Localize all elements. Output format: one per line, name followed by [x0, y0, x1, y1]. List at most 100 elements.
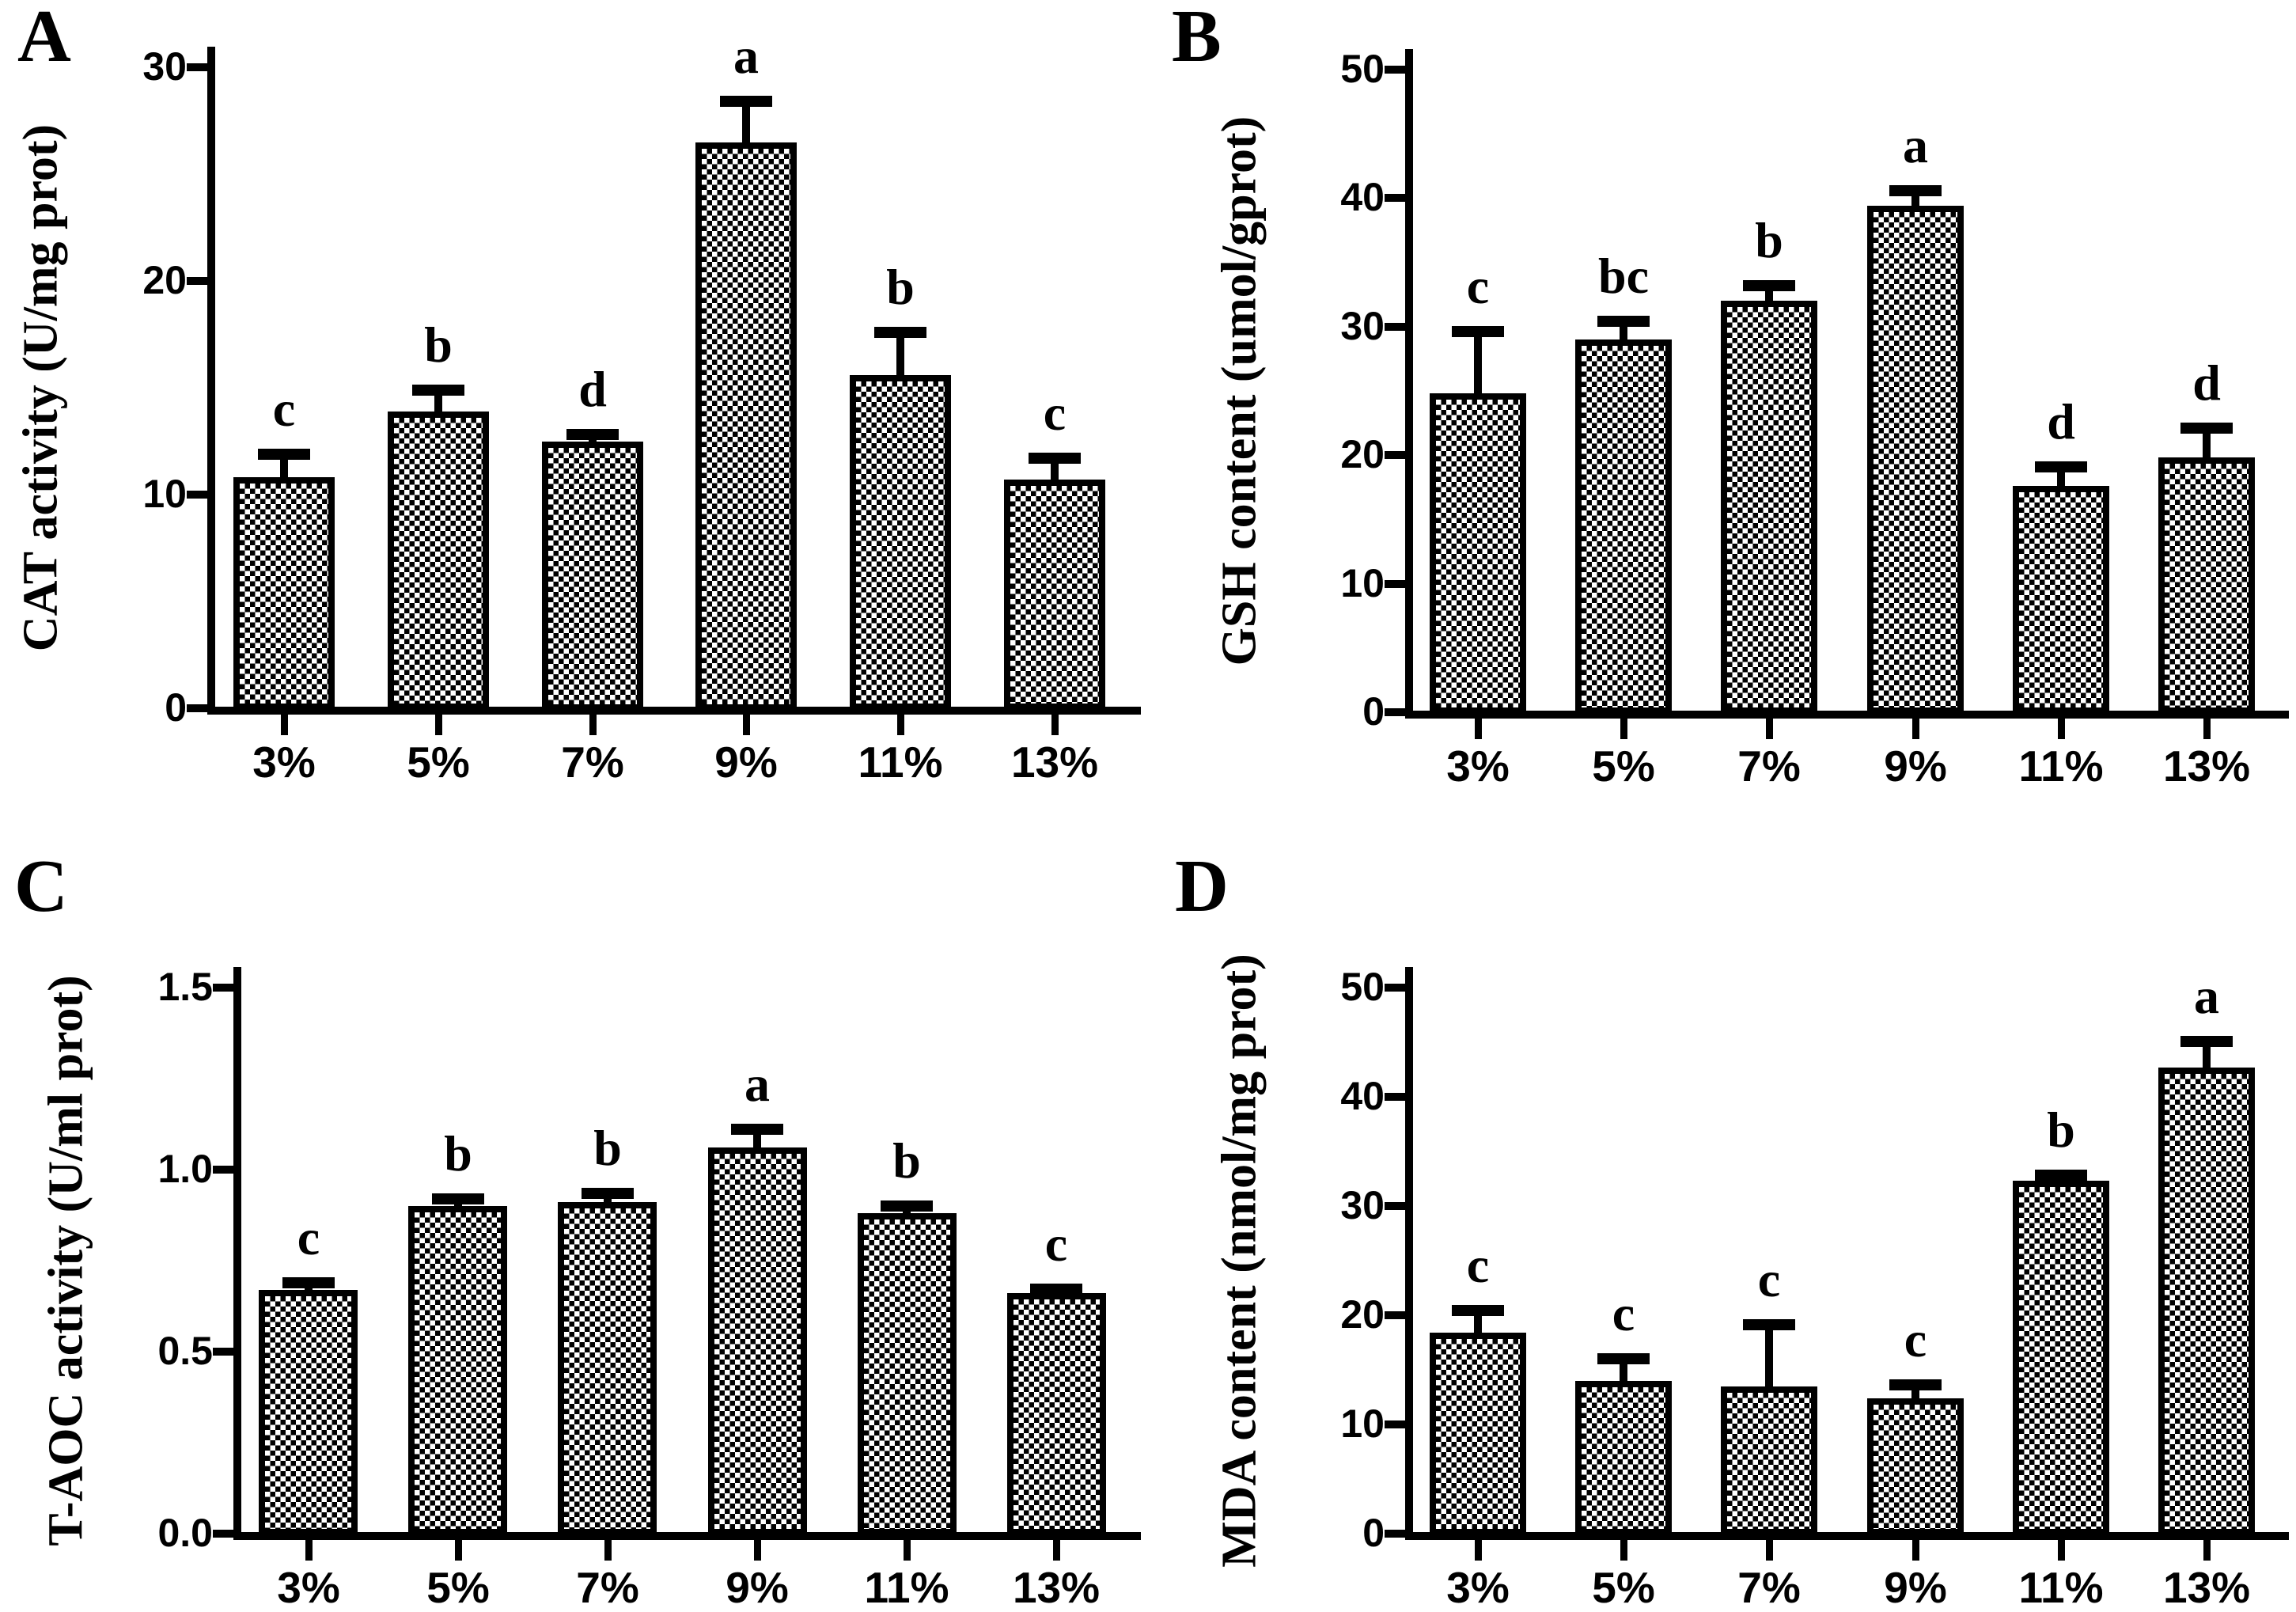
significance-letter: d: [2047, 393, 2075, 449]
y-axis-title-a: CAT activity (U/mg prot): [13, 123, 68, 652]
x-category-label: 5%: [1592, 742, 1655, 791]
error-bar-cap: [1030, 1284, 1082, 1295]
x-axis-line: [233, 1532, 1141, 1540]
bar-11%: [2013, 486, 2109, 714]
panel-letter-b: B: [1172, 0, 1222, 78]
y-tick-mark: [187, 704, 207, 712]
error-bar-cap: [881, 1200, 933, 1212]
error-bar-cap: [2180, 423, 2233, 434]
y-tick-mark: [1385, 984, 1405, 992]
bar-3%: [1430, 1333, 1526, 1535]
x-tick-mark: [1053, 1540, 1060, 1561]
significance-letter: d: [2192, 355, 2221, 411]
x-category-label: 3%: [252, 738, 316, 787]
y-tick-mark: [1385, 708, 1405, 716]
x-category-label: 7%: [1737, 742, 1801, 791]
significance-letter: b: [593, 1120, 622, 1176]
error-bar-cap: [1597, 1353, 1650, 1364]
x-category-label: 9%: [726, 1563, 789, 1612]
bar-3%: [233, 477, 335, 710]
y-tick-label: 20: [1340, 1292, 1385, 1337]
significance-letter: d: [578, 361, 607, 417]
y-tick-mark: [1385, 451, 1405, 459]
y-axis-line: [233, 967, 241, 1534]
y-tick-mark: [1385, 194, 1405, 202]
error-bar-cap: [566, 429, 619, 440]
y-axis-line: [1405, 967, 1413, 1534]
plot-area-d: 0 10 20 30 40 50 c 3% c 5% c 7% c 9% b 11% a 13%: [1148, 804, 2296, 1612]
error-bar-cap: [874, 327, 926, 338]
panel-a: A CAT activity (U/mg prot) 0 10 20 30 c 3% b 5%…: [0, 0, 1148, 804]
bar-7%: [1721, 301, 1817, 714]
x-tick-mark: [305, 1540, 313, 1561]
x-category-label: 13%: [1010, 738, 1099, 787]
y-tick-label: 50: [1340, 965, 1385, 1009]
y-axis-line: [1405, 49, 1413, 712]
significance-letter: a: [1903, 117, 1928, 173]
bar-7%: [558, 1202, 657, 1535]
y-tick-label: 20: [142, 258, 187, 302]
x-axis-line: [1405, 711, 2289, 719]
significance-letter: b: [2047, 1102, 2075, 1158]
y-tick-mark: [1385, 580, 1405, 588]
x-tick-mark: [1620, 1540, 1627, 1561]
x-tick-mark: [455, 1540, 462, 1561]
bar-5%: [1575, 1381, 1672, 1535]
significance-letter: c: [272, 381, 296, 437]
x-tick-mark: [897, 715, 904, 735]
plot-area-c: 0.0 0.5 1.0 1.5 c 3% b 5% b 7% a 9% b 11% c 13%: [0, 804, 1148, 1612]
bar-7%: [1721, 1386, 1817, 1535]
y-tick-mark: [1385, 1420, 1405, 1428]
significance-letter: b: [444, 1125, 472, 1182]
panel-letter-c: C: [14, 845, 68, 927]
panel-c: C T-AOC activity (U/ml prot) 0.0 0.5 1.0 1.…: [0, 804, 1148, 1612]
x-category-label: 9%: [714, 738, 778, 787]
significance-letter: c: [1043, 385, 1067, 441]
significance-letter: c: [1466, 1237, 1490, 1293]
panel-d: D MDA content (nmol/mg prot) 0 10 20 30 40 50…: [1148, 804, 2296, 1612]
x-category-label: 13%: [1012, 1563, 1101, 1612]
bar-3%: [259, 1290, 358, 1535]
y-tick-mark: [213, 1348, 233, 1356]
error-bar-stem: [896, 332, 904, 394]
y-axis-line: [207, 47, 215, 708]
significance-letter: c: [297, 1209, 320, 1265]
y-tick-label: 0.0: [157, 1511, 213, 1555]
x-tick-mark: [604, 1540, 612, 1561]
bar-13%: [1004, 480, 1105, 710]
y-tick-label: 50: [1340, 47, 1385, 91]
bar-9%: [708, 1147, 807, 1535]
bar-13%: [2158, 457, 2255, 714]
x-category-label: 9%: [1884, 1563, 1947, 1612]
error-bar-cap: [2180, 1036, 2233, 1047]
x-category-label: 7%: [576, 1563, 639, 1612]
error-bar-stem: [1474, 332, 1482, 412]
y-tick-label: 10: [1340, 1401, 1385, 1446]
bar-9%: [1867, 1398, 1964, 1535]
x-category-label: 11%: [2018, 1563, 2104, 1612]
error-bar-cap: [1597, 316, 1650, 327]
x-axis-line: [1405, 1532, 2289, 1540]
y-tick-mark: [1385, 1311, 1405, 1319]
x-axis-line: [207, 707, 1141, 715]
bar-9%: [1867, 206, 1964, 714]
x-tick-mark: [754, 1540, 761, 1561]
y-tick-label: 1.0: [157, 1147, 213, 1191]
significance-letter: a: [733, 28, 759, 84]
y-tick-label: 0.5: [157, 1329, 213, 1373]
significance-letter: b: [892, 1132, 921, 1189]
y-axis-title-c: T-AOC activity (U/ml prot): [39, 975, 93, 1546]
plot-area-a: 0 10 20 30 c 3% b 5% d 7% a 9% b 11% c 13%: [0, 0, 1148, 804]
x-category-label: 7%: [561, 738, 624, 787]
y-axis-title-b: GSH content (umol/gprot): [1212, 116, 1267, 666]
x-category-label: 5%: [1592, 1563, 1655, 1612]
y-tick-mark: [187, 277, 207, 285]
significance-letter: c: [1757, 1251, 1781, 1307]
y-tick-mark: [213, 984, 233, 992]
y-tick-mark: [1385, 1530, 1405, 1538]
y-tick-label: 20: [1340, 432, 1385, 476]
error-bar-cap: [582, 1188, 634, 1199]
bar-11%: [850, 375, 951, 710]
error-bar-cap: [282, 1277, 335, 1288]
x-tick-mark: [589, 715, 597, 735]
